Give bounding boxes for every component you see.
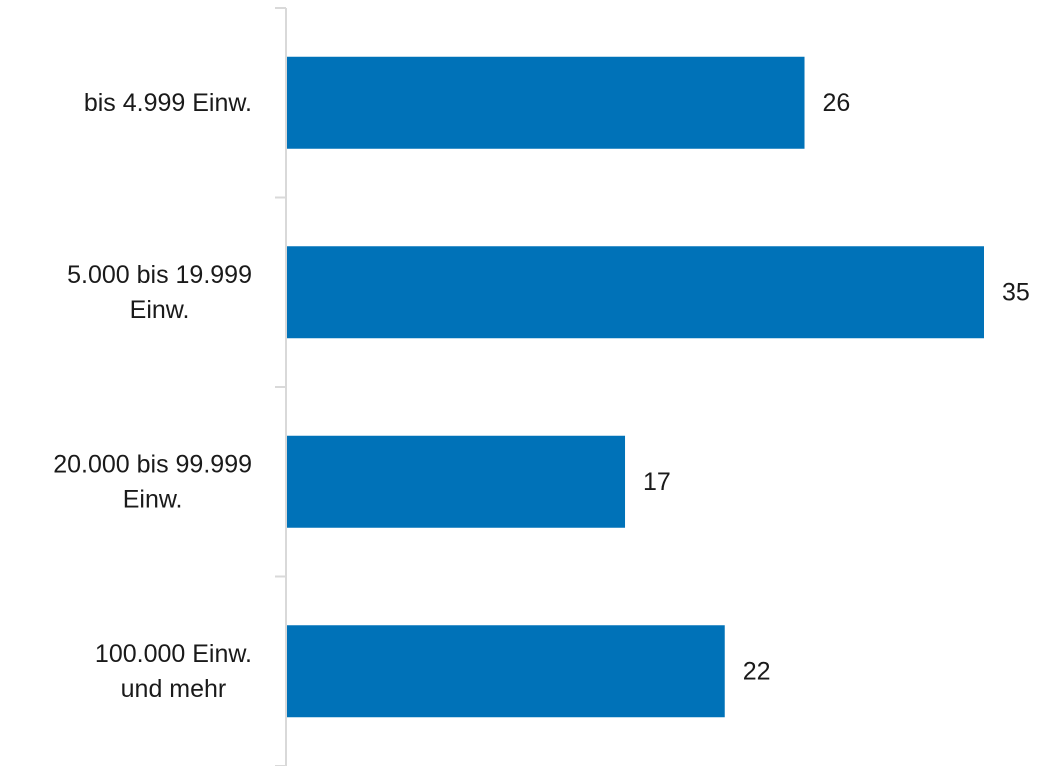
category-label-line: bis 4.999 Einw. (84, 89, 252, 117)
data-label: 22 (743, 657, 771, 685)
data-label: 35 (1002, 278, 1030, 306)
category-labels: bis 4.999 Einw.5.000 bis 19.999 Einw.20.0… (53, 89, 252, 703)
bar-series (287, 56, 984, 718)
category-label-line: 20.000 bis 99.999 (53, 450, 252, 478)
bar (287, 435, 626, 528)
category-label: 100.000 Einw. und mehr (95, 640, 252, 703)
category-label: bis 4.999 Einw. (84, 89, 252, 117)
category-label: 5.000 bis 19.999 Einw. (67, 261, 252, 324)
data-label: 17 (643, 468, 671, 496)
category-label: 20.000 bis 99.999 Einw. (53, 450, 252, 513)
category-label-line: und mehr (121, 675, 227, 703)
data-labels: 26 35 17 22 (643, 89, 1030, 686)
category-label-line: 100.000 Einw. (95, 640, 252, 668)
bar (287, 246, 984, 339)
bar (287, 625, 725, 718)
data-label: 26 (823, 89, 851, 117)
category-label-line: Einw. (123, 485, 183, 513)
bar (287, 56, 805, 149)
category-label-line: Einw. (130, 296, 190, 324)
category-label-line: 5.000 bis 19.999 (67, 261, 252, 289)
category-axis (275, 7, 287, 766)
